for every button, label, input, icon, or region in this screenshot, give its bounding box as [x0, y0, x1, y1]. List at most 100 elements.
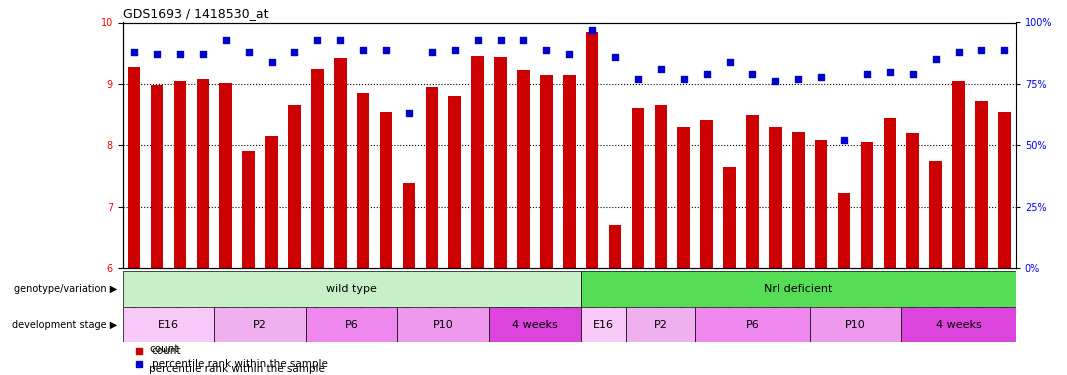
Text: wild type: wild type: [327, 284, 377, 294]
Bar: [609, 225, 621, 268]
Point: [130, 361, 147, 367]
Text: 4 weeks: 4 weeks: [512, 320, 558, 330]
Point: [927, 56, 944, 62]
Text: P6: P6: [345, 320, 359, 330]
Text: genotype/variation ▶: genotype/variation ▶: [14, 284, 117, 294]
Bar: [626, 307, 696, 342]
Bar: [306, 307, 398, 342]
Bar: [174, 81, 187, 268]
Point: [675, 76, 692, 82]
Bar: [402, 183, 415, 268]
Bar: [489, 307, 580, 342]
Point: [332, 37, 349, 43]
Point: [400, 110, 417, 116]
Bar: [975, 101, 988, 268]
Text: percentile rank within the sample: percentile rank within the sample: [152, 359, 328, 369]
Point: [813, 74, 830, 80]
Bar: [580, 307, 626, 342]
Bar: [769, 127, 782, 268]
Bar: [150, 85, 163, 268]
Bar: [220, 82, 232, 268]
Point: [996, 46, 1013, 53]
Bar: [472, 56, 484, 268]
Bar: [815, 140, 827, 268]
Bar: [312, 69, 323, 268]
Bar: [810, 307, 902, 342]
Text: E16: E16: [593, 320, 615, 330]
Bar: [334, 58, 347, 268]
Text: GDS1693 / 1418530_at: GDS1693 / 1418530_at: [123, 7, 268, 20]
Point: [950, 49, 967, 55]
Bar: [746, 115, 759, 268]
Bar: [998, 111, 1010, 268]
Bar: [540, 75, 553, 268]
Bar: [883, 118, 896, 268]
Bar: [214, 307, 306, 342]
Point: [881, 69, 898, 75]
Bar: [494, 57, 507, 268]
Bar: [580, 271, 1016, 307]
Bar: [792, 132, 805, 268]
Point: [240, 49, 257, 55]
Point: [194, 51, 211, 57]
Bar: [380, 111, 393, 268]
Point: [973, 46, 990, 53]
Text: P10: P10: [845, 320, 865, 330]
Point: [835, 137, 853, 143]
Bar: [517, 70, 529, 268]
Bar: [952, 81, 965, 268]
Bar: [632, 108, 644, 268]
Bar: [426, 87, 439, 268]
Text: development stage ▶: development stage ▶: [12, 320, 117, 330]
Text: P6: P6: [746, 320, 760, 330]
Point: [767, 78, 784, 84]
Text: count: count: [152, 346, 181, 355]
Point: [652, 66, 669, 72]
Bar: [586, 32, 599, 268]
Point: [744, 71, 761, 77]
Point: [858, 71, 875, 77]
Text: E16: E16: [158, 320, 179, 330]
Bar: [861, 142, 873, 268]
Bar: [723, 167, 736, 268]
Point: [378, 46, 395, 53]
Bar: [398, 307, 489, 342]
Point: [469, 37, 487, 43]
Bar: [123, 307, 214, 342]
Text: Nrl deficient: Nrl deficient: [764, 284, 832, 294]
Bar: [266, 136, 277, 268]
Bar: [123, 271, 580, 307]
Point: [424, 49, 441, 55]
Bar: [563, 75, 575, 268]
Bar: [902, 307, 1016, 342]
Point: [172, 51, 189, 57]
Text: P2: P2: [654, 320, 668, 330]
Bar: [700, 120, 713, 268]
Bar: [196, 79, 209, 268]
Text: count: count: [149, 344, 179, 354]
Bar: [678, 127, 690, 268]
Point: [262, 59, 280, 65]
Bar: [907, 133, 919, 268]
Point: [561, 51, 578, 57]
Point: [698, 71, 715, 77]
Bar: [929, 160, 942, 268]
Bar: [288, 105, 301, 268]
Point: [148, 51, 165, 57]
Text: P2: P2: [253, 320, 267, 330]
Point: [130, 348, 147, 354]
Point: [904, 71, 921, 77]
Text: P10: P10: [433, 320, 453, 330]
Point: [584, 27, 601, 33]
Point: [354, 46, 371, 53]
Point: [538, 46, 555, 53]
Point: [492, 37, 509, 43]
Point: [308, 37, 325, 43]
Text: percentile rank within the sample: percentile rank within the sample: [149, 364, 325, 374]
Bar: [242, 152, 255, 268]
Bar: [448, 96, 461, 268]
Point: [630, 76, 647, 82]
Point: [446, 46, 463, 53]
Bar: [356, 93, 369, 268]
Bar: [128, 67, 141, 268]
